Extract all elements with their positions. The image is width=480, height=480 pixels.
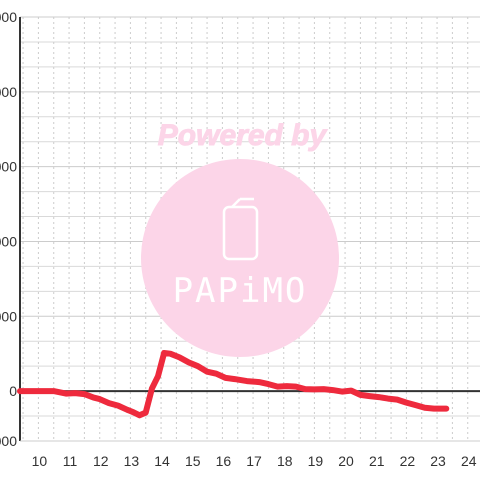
x-tick-label: 14 [154, 453, 170, 469]
series-line-0 [17, 350, 450, 419]
x-tick-label: 23 [430, 453, 446, 469]
x-tick-label: 22 [400, 453, 416, 469]
phone-icon [222, 197, 259, 261]
watermark: Powered by PAPiMO [141, 119, 339, 357]
y-tick-label: 120,000 [0, 84, 17, 100]
x-tick-label: 11 [63, 453, 78, 469]
y-tick-label: 0 [9, 383, 17, 399]
x-tick-label: 18 [277, 453, 293, 469]
axes [19, 17, 480, 442]
y-tick-label: -20,000 [0, 433, 17, 449]
x-tick-label: 10 [32, 453, 48, 469]
x-tick-label: 19 [308, 453, 324, 469]
x-tick-label: 20 [338, 453, 354, 469]
y-tick-label: 90,000 [0, 159, 17, 175]
tick-labels: -20,000 0 30,000 60,000 90,000 120,000 150,000… [0, 9, 477, 469]
x-tick-label: 12 [93, 453, 109, 469]
x-tick-label: 17 [246, 453, 262, 469]
x-tick-label: 13 [124, 453, 140, 469]
watermark-brand: PAPiMO [173, 271, 308, 311]
x-tick-label: 16 [216, 453, 232, 469]
y-tick-label: 30,000 [0, 308, 17, 324]
x-tick-label: 15 [185, 453, 201, 469]
watermark-powered-by: Powered by [158, 119, 328, 152]
x-tick-label: 24 [461, 453, 477, 469]
y-tick-label: 150,000 [0, 9, 17, 25]
series [17, 350, 450, 419]
y-tick-label: 60,000 [0, 233, 17, 249]
x-tick-label: 21 [369, 453, 385, 469]
